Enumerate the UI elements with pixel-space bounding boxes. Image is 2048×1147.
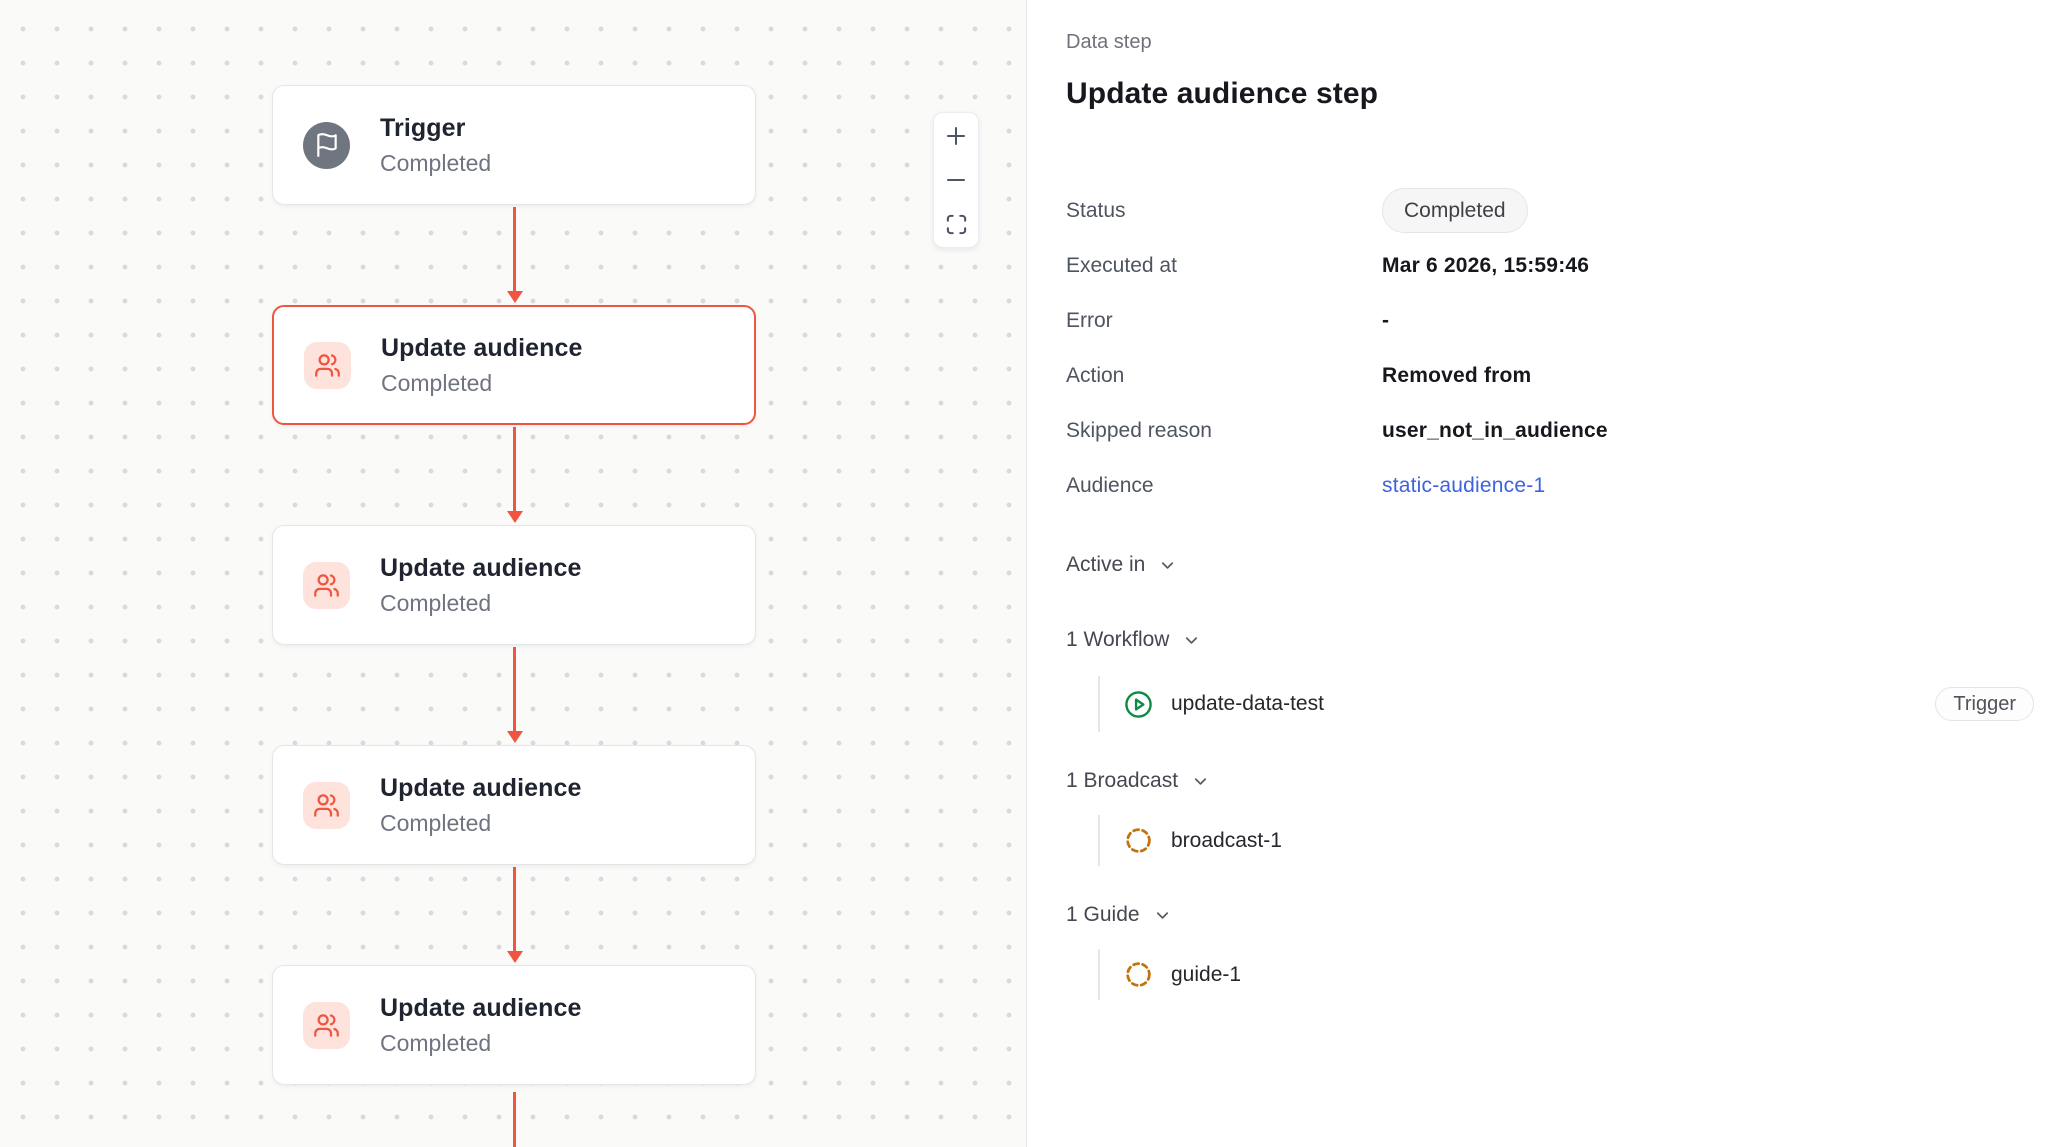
dashed-circle-icon [1124, 960, 1153, 989]
field-value: Mar 6 2026, 15:59:46 [1382, 253, 1590, 277]
step-type-label: Data step [1066, 31, 1152, 53]
field-label: Status [1066, 198, 1126, 222]
broadcast-group-toggle[interactable]: 1 Broadcast [1066, 766, 2048, 796]
field-row-error: Error - [1066, 293, 2048, 348]
field-label: Error [1066, 308, 1113, 332]
node-status: Completed [381, 369, 493, 396]
workflow-group-toggle[interactable]: 1 Workflow [1066, 625, 2048, 655]
flow-canvas[interactable]: Trigger Completed Update audience Comple… [0, 0, 1026, 1147]
flow-arrow [513, 1092, 516, 1147]
field-label: Executed at [1066, 253, 1177, 277]
flag-icon [303, 121, 350, 169]
broadcast-item[interactable]: broadcast-1 [1098, 815, 2048, 866]
flow-arrow [506, 647, 523, 743]
node-title: Update audience [380, 773, 582, 802]
users-icon [303, 561, 350, 609]
zoom-out-button[interactable] [943, 167, 969, 193]
step-fields: Status Completed Executed at Mar 6 2026,… [1066, 183, 2048, 513]
flow-node-trigger[interactable]: Trigger Completed [272, 85, 756, 205]
guide-group-label: 1 Guide [1066, 903, 1140, 926]
node-title: Update audience [380, 553, 582, 582]
field-row-status: Status Completed [1066, 183, 2048, 238]
guide-item[interactable]: guide-1 [1098, 949, 2048, 1000]
broadcast-item-name[interactable]: broadcast-1 [1171, 828, 1282, 852]
users-icon [303, 1001, 350, 1049]
panel-divider [1026, 0, 1027, 1147]
play-circle-icon [1124, 690, 1153, 719]
status-badge: Completed [1382, 188, 1528, 233]
active-in-toggle[interactable]: Active in [1066, 550, 2048, 580]
flow-arrow [506, 867, 523, 963]
chevron-down-icon [1182, 631, 1201, 650]
workflow-item-name[interactable]: update-data-test [1171, 692, 1324, 715]
node-status: Completed [380, 589, 492, 616]
node-status: Completed [380, 149, 492, 176]
step-details-panel: Data step Update audience step Status Co… [1027, 0, 2048, 1147]
chevron-down-icon [1158, 556, 1177, 575]
node-status: Completed [380, 809, 492, 836]
field-label: Action [1066, 363, 1125, 387]
broadcast-group-label: 1 Broadcast [1066, 769, 1179, 792]
field-row-audience: Audience static-audience-1 [1066, 458, 2048, 513]
node-title: Update audience [381, 333, 583, 362]
field-label: Skipped reason [1066, 418, 1212, 442]
field-value: - [1382, 308, 1390, 332]
chevron-down-icon [1153, 906, 1172, 925]
flow-arrow [506, 207, 523, 303]
field-label: Audience [1066, 473, 1154, 497]
workflow-item[interactable]: update-data-test Trigger [1098, 676, 2048, 732]
node-title: Update audience [380, 993, 582, 1022]
audience-link[interactable]: static-audience-1 [1382, 473, 1546, 497]
flow-node-update-audience-1[interactable]: Update audience Completed [272, 305, 756, 425]
guide-group-toggle[interactable]: 1 Guide [1066, 900, 2048, 930]
users-icon [304, 341, 351, 389]
field-row-action: Action Removed from [1066, 348, 2048, 403]
node-status: Completed [380, 1029, 492, 1056]
page-title: Update audience step [1066, 77, 1379, 110]
maximize-icon[interactable] [943, 211, 969, 237]
field-row-executed-at: Executed at Mar 6 2026, 15:59:46 [1066, 238, 2048, 293]
node-title: Trigger [380, 113, 466, 142]
flow-node-update-audience-4[interactable]: Update audience Completed [272, 965, 756, 1085]
chevron-down-icon [1191, 772, 1210, 791]
workflow-group-label: 1 Workflow [1066, 628, 1170, 651]
field-value: Removed from [1382, 363, 1532, 387]
flow-node-update-audience-3[interactable]: Update audience Completed [272, 745, 756, 865]
zoom-in-button[interactable] [943, 123, 969, 149]
field-value: user_not_in_audience [1382, 418, 1608, 442]
canvas-zoom-controls [933, 112, 979, 248]
flow-arrow [506, 427, 523, 523]
trigger-badge: Trigger [1935, 687, 2034, 721]
field-row-skipped-reason: Skipped reason user_not_in_audience [1066, 403, 2048, 458]
dashed-circle-icon [1124, 826, 1153, 855]
users-icon [303, 781, 350, 829]
active-in-label: Active in [1066, 553, 1146, 576]
guide-item-name[interactable]: guide-1 [1171, 962, 1242, 986]
flow-node-update-audience-2[interactable]: Update audience Completed [272, 525, 756, 645]
